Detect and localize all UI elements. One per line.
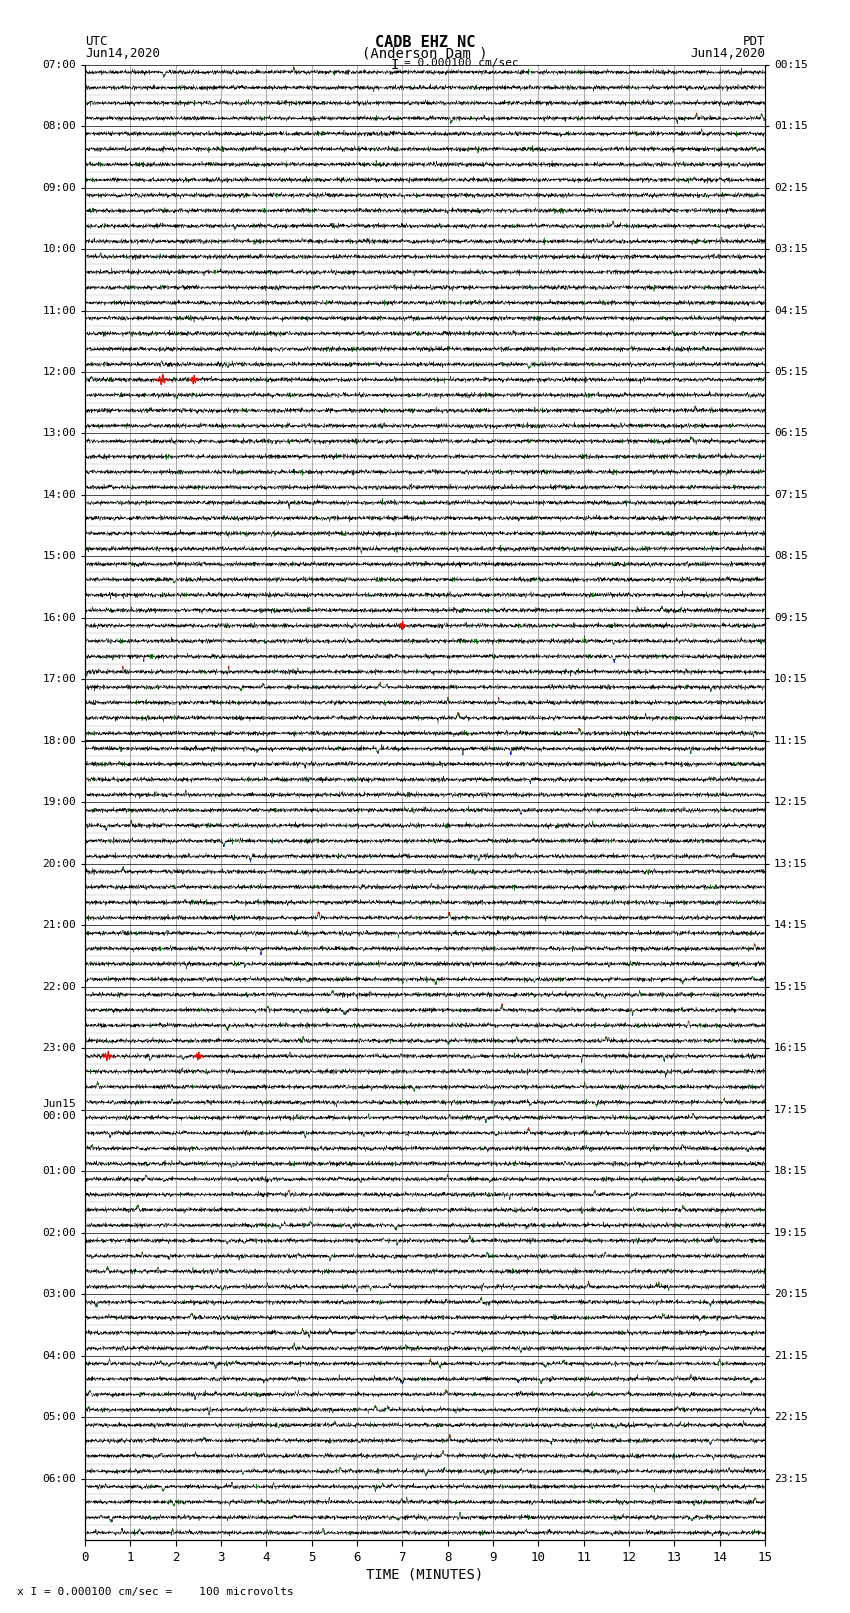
Text: Jun14,2020: Jun14,2020 (690, 47, 765, 60)
Text: x I = 0.000100 cm/sec =    100 microvolts: x I = 0.000100 cm/sec = 100 microvolts (17, 1587, 294, 1597)
Text: UTC: UTC (85, 35, 107, 48)
Text: PDT: PDT (743, 35, 765, 48)
Text: I: I (391, 58, 399, 73)
Text: (Anderson Dam ): (Anderson Dam ) (362, 47, 488, 61)
Text: = 0.000100 cm/sec: = 0.000100 cm/sec (404, 58, 518, 68)
X-axis label: TIME (MINUTES): TIME (MINUTES) (366, 1568, 484, 1582)
Text: CADB EHZ NC: CADB EHZ NC (375, 35, 475, 50)
Text: Jun14,2020: Jun14,2020 (85, 47, 160, 60)
